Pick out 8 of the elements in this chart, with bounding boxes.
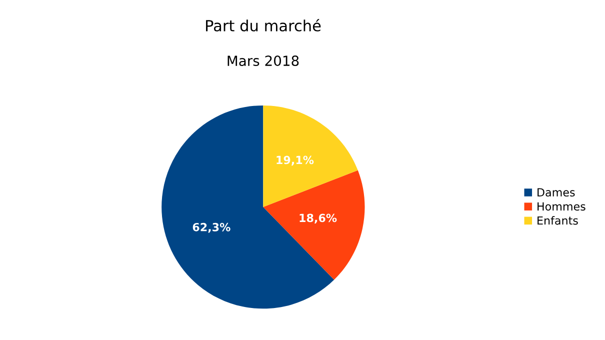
legend-label: Enfants — [538, 216, 578, 225]
data-label: 18,6% — [300, 214, 337, 224]
legend-label: Dames — [538, 188, 575, 197]
data-label: 62,3% — [192, 222, 230, 233]
chart-subtitle: Mars 2018 — [228, 56, 299, 66]
data-label: 19,1% — [276, 156, 314, 166]
chart-title: Part du marché — [206, 18, 321, 32]
legend-label: Hommes — [538, 202, 586, 211]
